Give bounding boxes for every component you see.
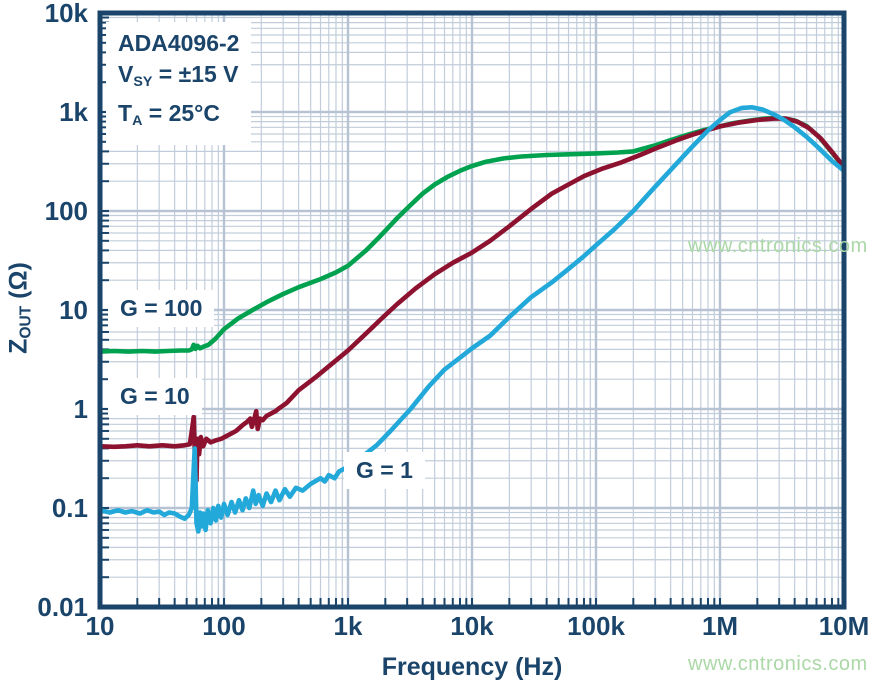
plot-frame <box>97 10 847 610</box>
y-tick-label-1k: 1k <box>59 97 88 127</box>
y-tick-label-10: 10 <box>59 295 88 325</box>
part-number-text: ADA4096-2 <box>118 30 240 56</box>
y-tick-label-0.01: 0.01 <box>37 592 88 622</box>
x-tick-label-10k: 10k <box>450 611 494 641</box>
temperature-text: TA = 25°C <box>118 99 220 129</box>
y-axis-title: ZOUT (Ω) <box>4 262 35 354</box>
y-tick-label-100: 100 <box>44 196 88 226</box>
curve-label-g1: G = 1 <box>344 452 425 489</box>
x-tick-label-10: 10 <box>85 611 115 641</box>
watermark-bottom: www.cntronics.com <box>688 653 868 675</box>
x-axis-title: Frequency (Hz) <box>381 653 563 681</box>
x-tick-label-1k: 1k <box>333 611 363 641</box>
y-tick-label-0.1: 0.1 <box>51 493 88 523</box>
y-tick-label-1: 1 <box>73 394 88 424</box>
curve-label-g10: G = 10 <box>108 378 202 415</box>
curve-label-g100: G = 100 <box>108 290 215 327</box>
y-tick-label-10k: 10k <box>44 0 88 28</box>
supply-voltage-text: VSY = ±15 V <box>118 61 239 90</box>
x-tick-label-100k: 100k <box>567 611 625 641</box>
watermark-middle: www.cntronics.com <box>688 235 868 257</box>
x-tick-label-10M: 10M <box>818 611 870 641</box>
x-tick-label-1M: 1M <box>701 611 739 641</box>
x-tick-label-100: 100 <box>202 611 246 641</box>
curve-g1 <box>97 105 847 534</box>
conditions-annotation-box: ADA4096-2 VSY = ±15 V TA = 25°C <box>106 22 252 145</box>
